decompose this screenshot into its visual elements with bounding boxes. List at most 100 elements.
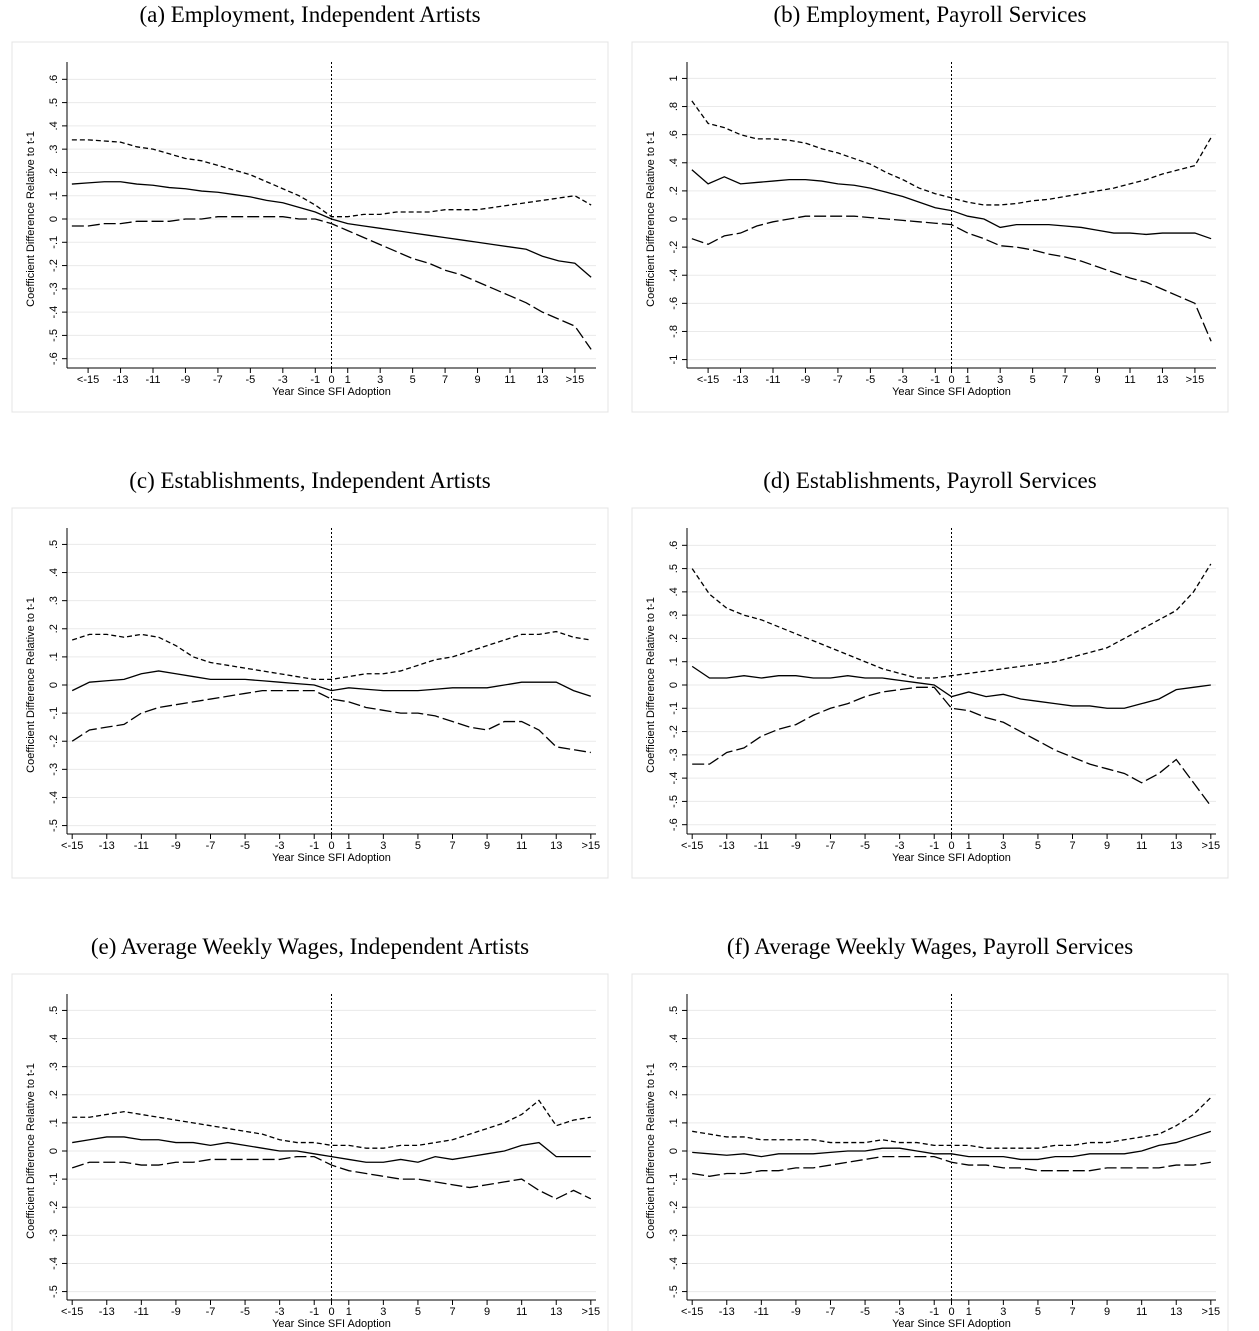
x-tick-label: 5 [1035,1306,1041,1318]
x-tick-label: -11 [754,1306,769,1318]
x-tick-label: -1 [309,840,319,852]
x-tick-label: 1 [345,374,351,386]
x-tick-label: <-15 [681,1306,703,1318]
panel: (b) Employment, Payroll Services -1 -.8 -.6… [631,2,1229,413]
series-line [71,670,592,697]
y-tick-label: -.4 [668,1257,680,1270]
y-axis-title: Coefficient Difference Relative to t-1 [25,1063,37,1239]
x-tick-label: -9 [801,374,811,386]
y-tick-label: -.1 [48,236,60,249]
y-tick-label: 0 [48,1148,60,1154]
y-tick-label: -.3 [668,748,680,761]
x-tick-label: >15 [581,840,600,852]
x-tick-label: 7 [442,374,448,386]
x-tick-label: 1 [966,840,972,852]
x-tick-label: 9 [474,374,480,386]
x-tick-label: 5 [415,1306,421,1318]
x-tick-label: 1 [965,374,971,386]
x-tick-label: -7 [833,374,843,386]
y-tick-label: .2 [668,1090,680,1099]
x-tick-label: 11 [1136,840,1147,852]
y-tick-label: -.2 [668,241,680,254]
x-tick-label: -5 [240,840,250,852]
x-tick-label: -9 [171,1306,181,1318]
x-tick-label: 5 [1035,840,1041,852]
y-tick-label: .2 [48,1090,60,1099]
x-tick-label: -13 [719,1306,735,1318]
y-tick-label: .6 [668,130,680,139]
y-tick-label: -.1 [48,1173,60,1186]
x-tick-label: -7 [213,374,223,386]
x-tick-label: >15 [1201,1306,1220,1318]
x-tick-label: -5 [860,840,870,852]
y-tick-label: .5 [48,98,60,107]
x-tick-label: 9 [484,840,490,852]
x-tick-label: -13 [733,374,749,386]
x-tick-label: >15 [581,1306,600,1318]
y-tick-label: .5 [668,1006,680,1015]
x-tick-label: 9 [1104,840,1110,852]
x-axis-title: Year Since SFI Adoption [892,852,1011,864]
y-tick-label: -.4 [48,1257,60,1270]
x-tick-label: <-15 [77,374,99,386]
x-tick-label: -3 [898,374,908,386]
y-tick-label: .3 [668,611,680,620]
y-axis-title: Coefficient Difference Relative to t-1 [645,131,657,307]
panel-title: (f) Average Weekly Wages, Payroll Servic… [727,934,1133,959]
x-tick-label: 3 [1000,1306,1006,1318]
x-tick-label: -13 [99,840,115,852]
panel-title: (a) Employment, Independent Artists [139,2,480,27]
x-tick-label: >15 [566,374,585,386]
x-axis-title: Year Since SFI Adoption [272,1318,391,1330]
x-tick-label: 11 [516,840,527,852]
y-tick-label: -1 [668,355,680,365]
panel-frame [631,41,1229,413]
x-tick-label: -5 [860,1306,870,1318]
y-tick-label: .4 [668,1034,680,1043]
y-tick-label: .1 [48,652,60,661]
series-line [71,1155,592,1200]
series-line [71,689,591,754]
x-tick-label: 3 [1000,840,1006,852]
x-tick-label: -1 [929,1306,939,1318]
y-tick-label: 0 [48,682,60,688]
x-tick-label: 7 [1069,840,1075,852]
x-tick-label: 7 [449,840,455,852]
y-tick-label: -.6 [48,352,60,365]
y-tick-label: -.2 [48,1201,60,1214]
y-tick-label: -.6 [668,818,680,831]
x-tick-label: >15 [1201,840,1220,852]
y-axis-title: Coefficient Difference Relative to t-1 [25,131,37,307]
y-tick-label: -.5 [668,1285,680,1298]
x-tick-label: 0 [948,1306,954,1318]
y-tick-label: .1 [668,1118,680,1127]
y-tick-label: -.3 [48,282,60,295]
y-tick-label: .4 [48,121,60,130]
x-tick-label: -3 [895,840,905,852]
y-axis-title: Coefficient Difference Relative to t-1 [25,597,37,773]
x-tick-label: -9 [791,840,801,852]
x-tick-label: -7 [826,840,836,852]
y-tick-label: -.2 [668,725,680,738]
x-tick-label: -7 [826,1306,836,1318]
panel-frame [11,507,609,879]
x-tick-label: -9 [171,840,181,852]
y-tick-label: .8 [668,102,680,111]
series-line [691,665,1211,709]
y-tick-label: .5 [48,540,60,549]
x-axis-title: Year Since SFI Adoption [892,1318,1011,1330]
x-axis-title: Year Since SFI Adoption [272,852,391,864]
x-tick-label: 11 [504,374,515,386]
x-tick-label: <-15 [681,840,703,852]
x-tick-label: 3 [377,374,383,386]
y-tick-label: .3 [668,1062,680,1071]
x-tick-label: -5 [245,374,255,386]
y-tick-label: .3 [48,596,60,605]
panel-title: (c) Establishments, Independent Artists [129,468,491,493]
x-tick-label: 13 [1170,1306,1182,1318]
y-tick-label: -.5 [48,819,60,832]
y-axis-title: Coefficient Difference Relative to t-1 [645,1063,657,1239]
x-tick-label: -13 [113,374,129,386]
series-line [691,215,1212,342]
y-tick-label: -.4 [668,269,680,282]
